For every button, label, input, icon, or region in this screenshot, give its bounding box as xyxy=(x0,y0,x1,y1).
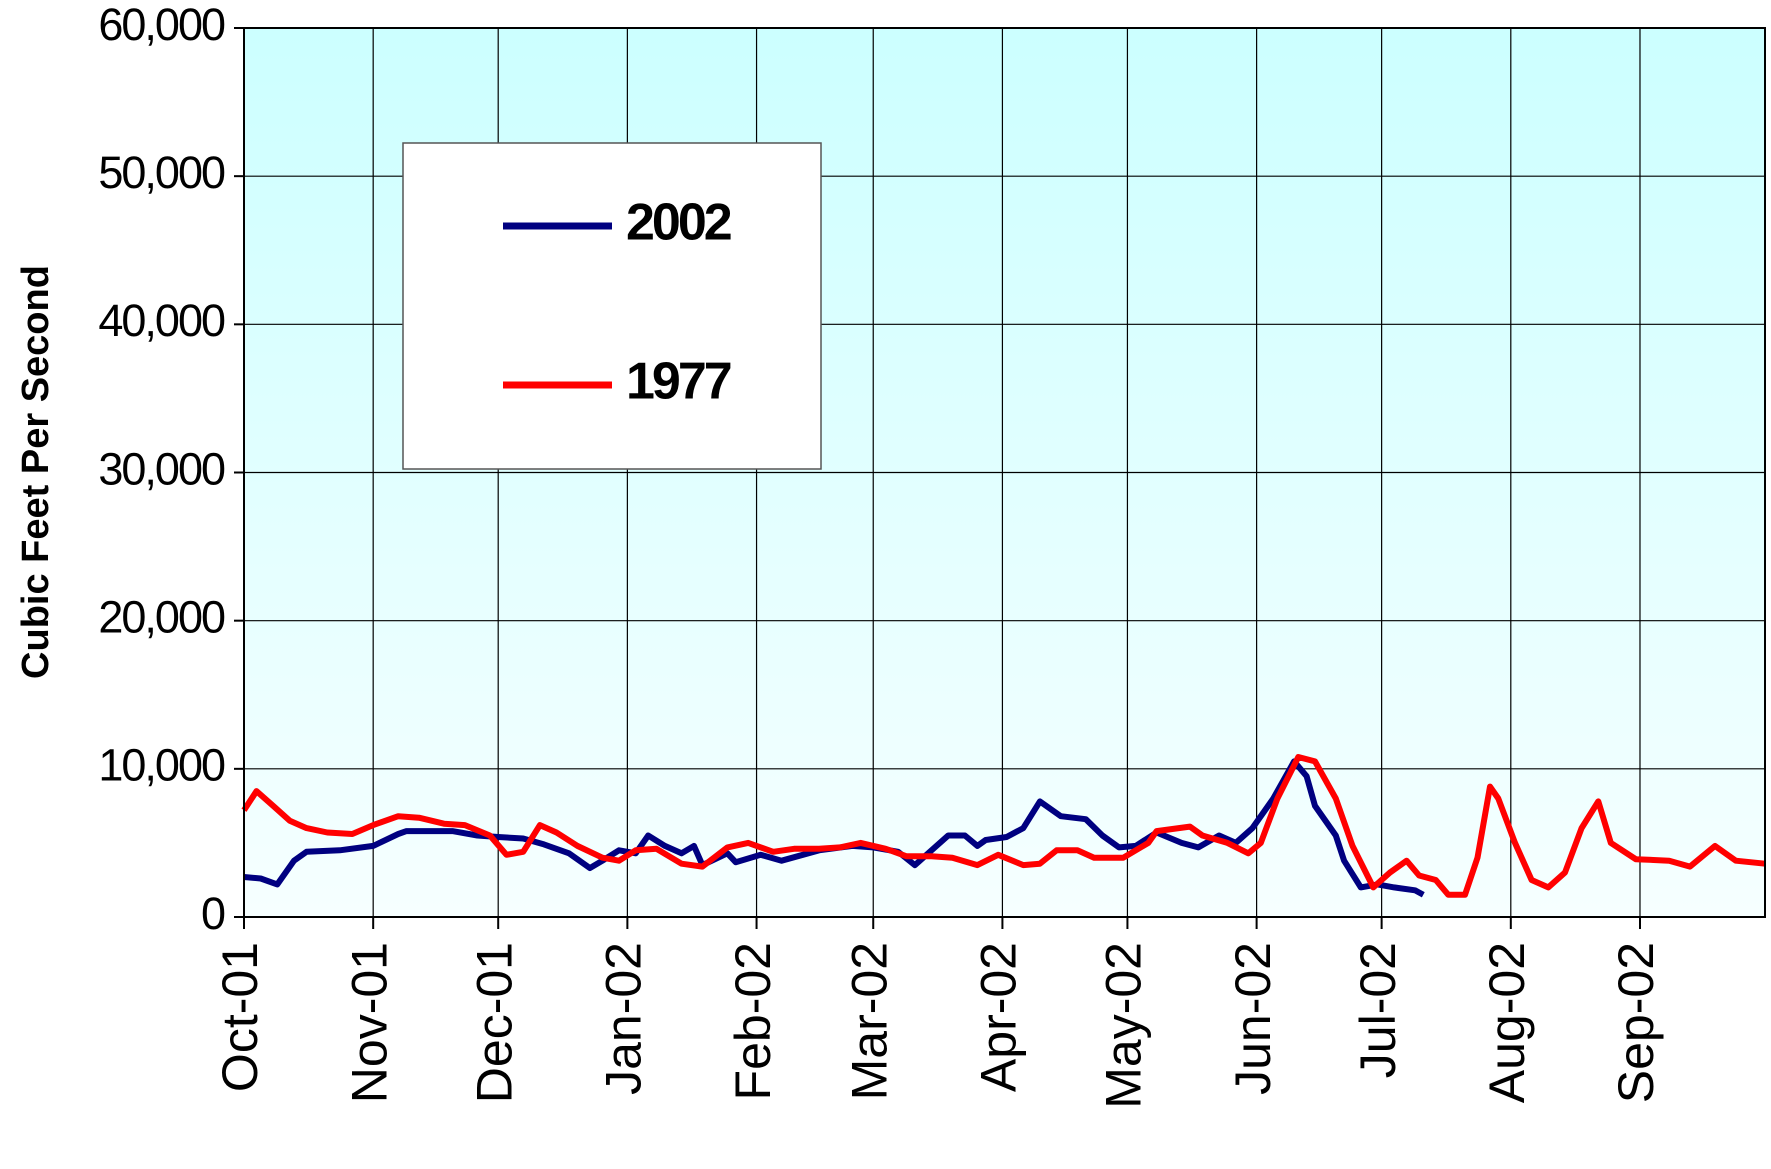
y-tick-label: 20,000 xyxy=(98,592,225,643)
legend: 2002 1977 xyxy=(503,194,734,411)
y-axis-label: Cubic Feet Per Second xyxy=(15,265,57,679)
lines xyxy=(241,754,1766,898)
x-tick-label: Jan-02 xyxy=(596,942,652,1095)
x-tick-label: Aug-02 xyxy=(1479,942,1535,1103)
x-tick-label: Apr-02 xyxy=(971,942,1027,1092)
x-tick-label: Dec-01 xyxy=(466,942,522,1103)
series-line xyxy=(241,754,1766,898)
y-tick-label: 50,000 xyxy=(98,147,225,198)
x-tick-label: May-02 xyxy=(1096,942,1152,1109)
x-tick-label: Oct-01 xyxy=(212,942,268,1092)
x-tick-label: Jul-02 xyxy=(1350,942,1406,1078)
y-tick-label: 0 xyxy=(201,888,225,939)
y-tick-label: 60,000 xyxy=(98,0,225,50)
legend-label: 2002 xyxy=(626,194,731,252)
legend-box xyxy=(402,142,822,470)
y-tick-label: 10,000 xyxy=(98,740,225,791)
legend-label: 1977 xyxy=(626,353,731,411)
x-tick-label: Jun-02 xyxy=(1225,942,1281,1095)
x-tick-label: Feb-02 xyxy=(725,942,781,1100)
x-tick-label: Mar-02 xyxy=(841,942,897,1100)
x-tick-label: Sep-02 xyxy=(1608,942,1664,1103)
x-tick-label: Nov-01 xyxy=(341,942,397,1103)
y-tick-label: 30,000 xyxy=(98,443,225,494)
y-tick-label: 40,000 xyxy=(98,295,225,346)
